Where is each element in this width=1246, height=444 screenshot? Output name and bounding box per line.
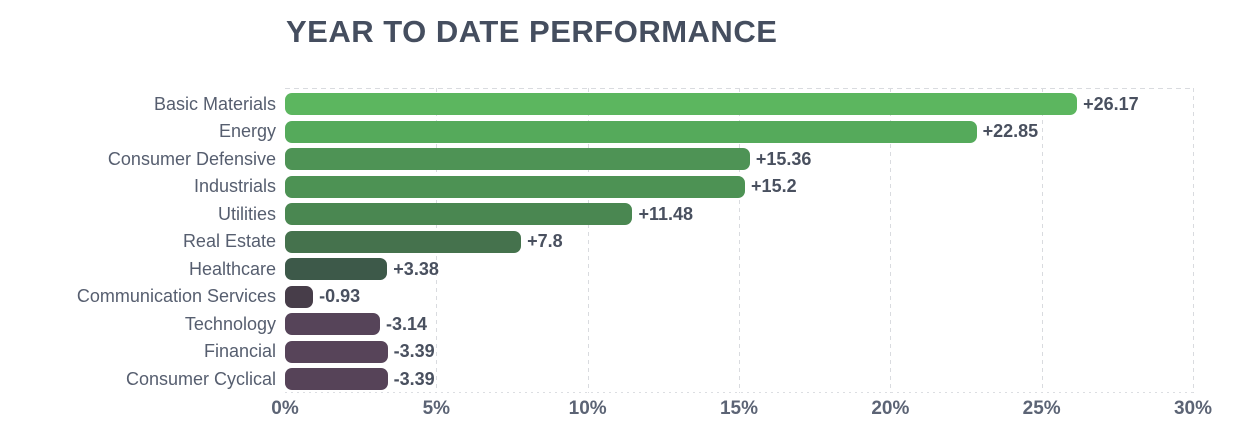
bar-track: +15.36 [285, 145, 1193, 173]
bar-rows: Basic Materials +26.17 Energy +22.85 Consume… [0, 88, 1193, 393]
bar-track: -3.39 [285, 365, 1193, 393]
bar-row: Energy +22.85 [0, 118, 1193, 146]
category-label: Financial [203, 341, 276, 361]
bar [285, 340, 388, 363]
x-tick-label: 25% [1022, 398, 1061, 419]
category-label: Utilities [217, 203, 276, 224]
bar-row: Financial -3.39 [0, 338, 1193, 366]
value-label: +15.36 [755, 148, 812, 169]
bar-track: -3.39 [285, 338, 1193, 366]
value-label: +15.2 [751, 176, 797, 196]
bar-track: +7.8 [285, 228, 1193, 256]
category-label: Communication Services [76, 286, 276, 306]
bar [285, 203, 633, 225]
bar-track: +26.17 [285, 90, 1193, 118]
value-label: -3.39 [393, 368, 435, 389]
gridline [587, 88, 589, 393]
bar-track: +15.2 [285, 173, 1193, 201]
category-label: Healthcare [188, 258, 276, 279]
category-label: Industrials [193, 176, 276, 196]
category-label: Basic Materials [153, 93, 276, 114]
value-label: +11.48 [638, 203, 694, 224]
value-label: -3.14 [386, 313, 428, 334]
x-tick-label: 0% [271, 398, 299, 419]
category-label: Technology [184, 313, 276, 334]
x-tick-label: 5% [422, 398, 451, 419]
category-label: Real Estate [182, 231, 276, 251]
bar-track: -0.93 [285, 283, 1193, 311]
value-label: +3.38 [393, 258, 439, 279]
x-tick-label: 15% [719, 398, 759, 419]
value-label: +7.8 [527, 231, 563, 251]
category-label: Consumer Defensive [107, 148, 276, 169]
bar [285, 313, 381, 335]
bar [285, 258, 388, 280]
bar-row: Real Estate +7.8 [0, 228, 1193, 256]
bar [285, 175, 746, 198]
bar-row: Utilities +11.48 [0, 200, 1193, 228]
bar-row: Communication Services -0.93 [0, 283, 1193, 311]
bar-track: +22.85 [285, 118, 1193, 146]
bar-row: Technology -3.14 [0, 310, 1193, 338]
x-tick-label: 20% [871, 398, 910, 419]
x-tick-label: 10% [568, 398, 607, 419]
bar-track: +11.48 [285, 200, 1193, 228]
value-label: +26.17 [1083, 93, 1139, 114]
bar [285, 93, 1078, 115]
bar [285, 285, 314, 308]
bar [285, 230, 522, 253]
bar-track: +3.38 [285, 255, 1193, 283]
bar-row: Consumer Cyclical -3.39 [0, 365, 1193, 393]
value-label: -0.93 [319, 286, 361, 306]
bar-row: Industrials +15.2 [0, 173, 1193, 201]
bar [285, 148, 750, 170]
category-label: Energy [218, 121, 276, 141]
bar-row: Basic Materials +26.17 [0, 90, 1193, 118]
value-label: +22.85 [982, 121, 1039, 141]
gridline [890, 88, 892, 393]
bar-row: Healthcare +3.38 [0, 255, 1193, 283]
gridline [739, 88, 740, 393]
bar-row: Consumer Defensive +15.36 [0, 145, 1193, 173]
bar [285, 368, 388, 390]
chart-title: YEAR TO DATE PERFORMANCE [286, 14, 778, 49]
category-label: Consumer Cyclical [125, 368, 276, 389]
bar [285, 120, 977, 143]
x-tick-label: 30% [1173, 398, 1213, 419]
gridline [1193, 88, 1194, 393]
gridline [1041, 88, 1043, 393]
x-axis: 0% 5% 10% 15% 20% 25% 30% [271, 398, 1212, 424]
bar-track: -3.14 [285, 310, 1193, 338]
value-label: -3.39 [393, 341, 435, 361]
